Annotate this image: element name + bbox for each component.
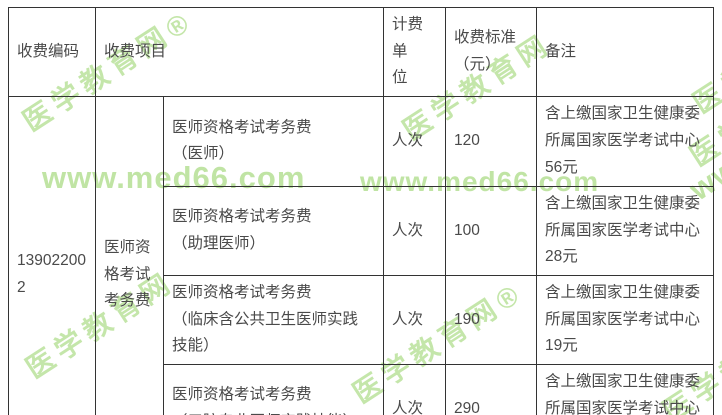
cell-billing-unit: 人次 bbox=[383, 95, 447, 187]
cell-fee-standard: 120 bbox=[445, 95, 538, 187]
table-row: 13902200 2 医师资 格考试 考务费 医师资格考试考务费 （医师） 人次… bbox=[8, 95, 715, 415]
cell-fee-item-group: 医师资 格考试 考务费 bbox=[95, 95, 164, 415]
cell-fee-standard: 100 bbox=[445, 185, 538, 276]
cell-fee-standard: 190 bbox=[445, 274, 538, 365]
header-remarks: 备注 bbox=[536, 7, 715, 97]
table-row: 医师资格考试考务费 （助理医师） 人次 100 含上缴国家卫生健康委 所属国家医… bbox=[9, 185, 715, 276]
header-fee-standard: 收费标准 （元） bbox=[445, 7, 538, 97]
header-fee-item: 收费项目 bbox=[94, 7, 385, 97]
table-row: 医师资格考试考务费 （临床含公共卫生医师实践 技能） 人次 190 含上缴国家卫… bbox=[9, 274, 715, 365]
cell-billing-unit: 人次 bbox=[383, 274, 447, 365]
table-row: 医师资格考试考务费 （口腔专业医师实践技能） 人次 290 含上缴国家卫生健康委… bbox=[9, 363, 715, 415]
cell-fee-standard: 290 bbox=[445, 363, 538, 415]
cell-fee-item: 医师资格考试考务费 （临床含公共卫生医师实践 技能） bbox=[162, 274, 385, 365]
header-fee-code: 收费编码 bbox=[8, 7, 96, 97]
header-billing-unit: 计费单 位 bbox=[383, 7, 447, 97]
cell-remarks: 含上缴国家卫生健康委 所属国家医学考试中心 28元 bbox=[536, 185, 715, 276]
cell-billing-unit: 人次 bbox=[383, 185, 447, 276]
cell-billing-unit: 人次 bbox=[383, 363, 447, 415]
cell-fee-code: 13902200 2 bbox=[8, 95, 96, 415]
cell-remarks: 含上缴国家卫生健康委 所属国家医学考试中心 19元 bbox=[536, 274, 715, 365]
cell-remarks: 含上缴国家卫生健康委 所属国家医学考试中心 56元 bbox=[536, 95, 715, 187]
cell-remarks: 含上缴国家卫生健康委 所属国家医学考试中心 19元 bbox=[536, 363, 715, 415]
table-header-row: 收费编码 收费项目 计费单 位 收费标准 （元） 备注 bbox=[8, 7, 715, 97]
cell-fee-item: 医师资格考试考务费 （口腔专业医师实践技能） bbox=[162, 363, 385, 415]
fee-schedule-table: 收费编码 收费项目 计费单 位 收费标准 （元） 备注 13902200 2 医… bbox=[8, 7, 715, 415]
cell-fee-item: 医师资格考试考务费 （医师） bbox=[162, 95, 385, 187]
cell-fee-item: 医师资格考试考务费 （助理医师） bbox=[162, 185, 385, 276]
